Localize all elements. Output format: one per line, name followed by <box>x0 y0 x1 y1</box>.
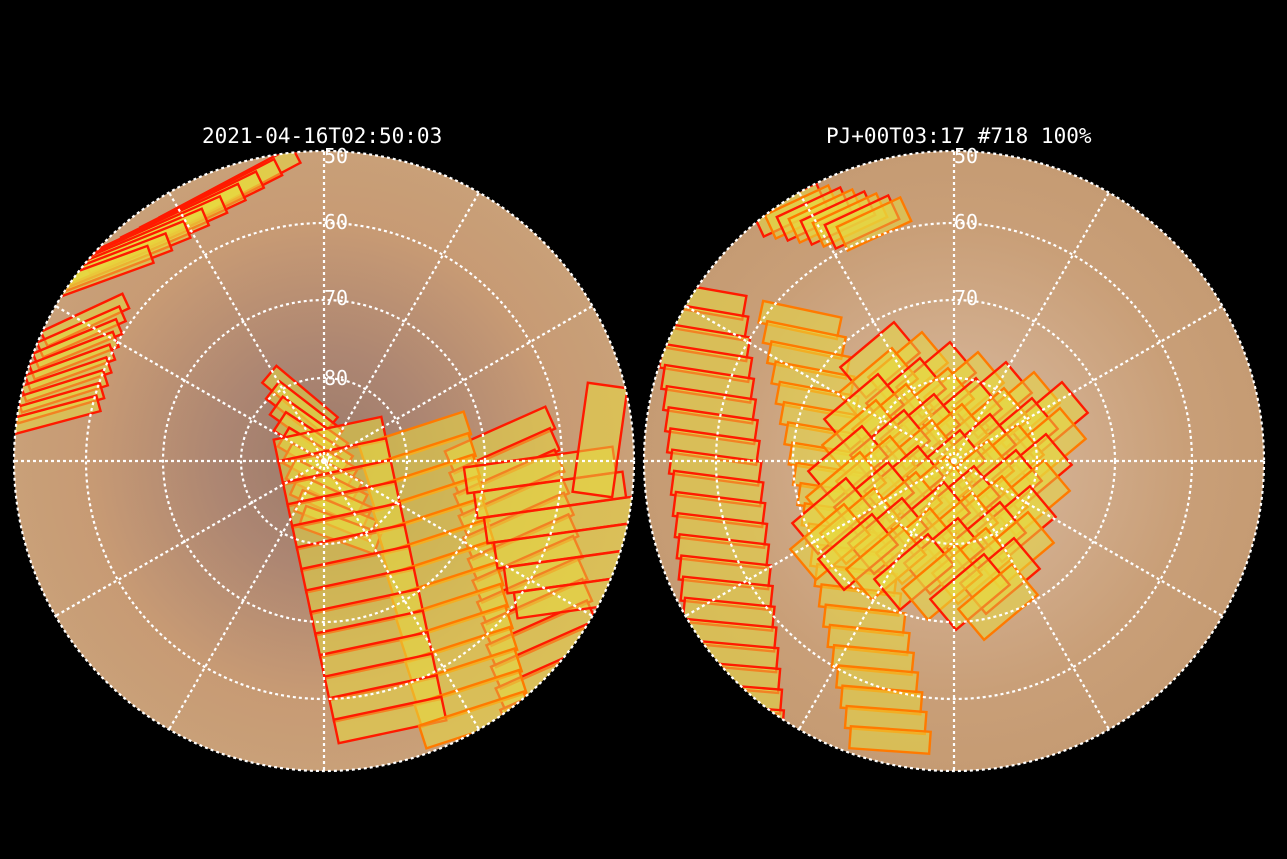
meridian-line <box>323 460 480 731</box>
right-graticule <box>642 149 1266 773</box>
footprint-cell <box>571 381 629 499</box>
left-panel-title: 2021-04-16T02:50:03 <box>202 124 443 148</box>
right-lat-label-50: 50 <box>954 144 978 168</box>
footprint-cell <box>692 723 788 757</box>
meridian-line <box>953 460 1110 731</box>
right-panel-title: PJ+00T03:17 #718 100% <box>826 124 1092 148</box>
left-lat-label-80: 80 <box>324 366 348 390</box>
left-hemisphere-marker: V <box>322 454 331 470</box>
left-graticule <box>12 149 636 773</box>
footprint-cell <box>14 394 103 436</box>
latitude-circle <box>161 298 487 624</box>
latitude-circle <box>642 149 1266 773</box>
latitude-circle <box>239 376 409 546</box>
meridian-line <box>684 460 955 617</box>
meridian-line <box>54 305 325 462</box>
latitude-circle <box>714 221 1194 701</box>
footprint-cell <box>848 724 932 756</box>
right-lat-label-60: 60 <box>954 210 978 234</box>
meridian-line <box>953 460 1224 617</box>
meridian-line <box>168 460 325 731</box>
left-lat-label-50: 50 <box>324 144 348 168</box>
latitude-circle <box>869 376 1039 546</box>
left-lat-label-70: 70 <box>324 286 348 310</box>
right-lat-label-70: 70 <box>954 286 978 310</box>
meridian-line <box>798 191 955 462</box>
meridian-line <box>684 305 955 462</box>
meridian-line <box>323 191 480 462</box>
latitude-circle <box>12 149 636 773</box>
meridian-line <box>798 460 955 731</box>
meridian-line <box>54 460 325 617</box>
latitude-circle <box>791 298 1117 624</box>
footprint-cell <box>332 695 448 745</box>
latitude-circle <box>84 221 564 701</box>
meridian-line <box>953 305 1224 462</box>
meridian-line <box>168 191 325 462</box>
left-polar-map: 50 60 70 80 V <box>12 144 636 773</box>
meridian-line <box>323 460 594 617</box>
meridian-line <box>953 191 1110 462</box>
meridian-line <box>323 305 594 462</box>
footprint-cell <box>691 702 786 736</box>
right-polar-map: 50 60 70 <box>642 144 1266 773</box>
left-lat-label-60: 60 <box>324 210 348 234</box>
